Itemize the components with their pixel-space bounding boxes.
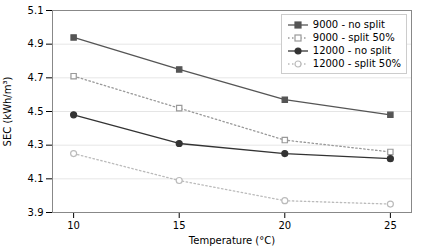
svg-text:3.9: 3.9 (28, 207, 44, 218)
html-text:9000 - no split: 9000 - no split (312, 19, 385, 30)
svg-text:4.9: 4.9 (28, 38, 44, 49)
svg-text:5.1: 5.1 (28, 5, 44, 16)
svg-text:4.5: 4.5 (28, 106, 44, 117)
svg-text:4.1: 4.1 (28, 173, 44, 184)
svg-text:15: 15 (173, 220, 186, 231)
svg-text:4.3: 4.3 (28, 139, 44, 150)
svg-text:4.7: 4.7 (28, 72, 44, 83)
html-text:9000 - split 50%: 9000 - split 50% (312, 32, 395, 43)
html-text:12000 - split 50%: 12000 - split 50% (312, 58, 401, 69)
svg-text:SEC (kWh/m³): SEC (kWh/m³) (2, 77, 13, 147)
html-text:12000 - no split: 12000 - no split (312, 45, 392, 56)
svg-text:25: 25 (384, 220, 397, 231)
svg-text:20: 20 (278, 220, 291, 231)
svg-text:Temperature (°C): Temperature (°C) (188, 235, 275, 246)
svg-text:10: 10 (67, 220, 80, 231)
